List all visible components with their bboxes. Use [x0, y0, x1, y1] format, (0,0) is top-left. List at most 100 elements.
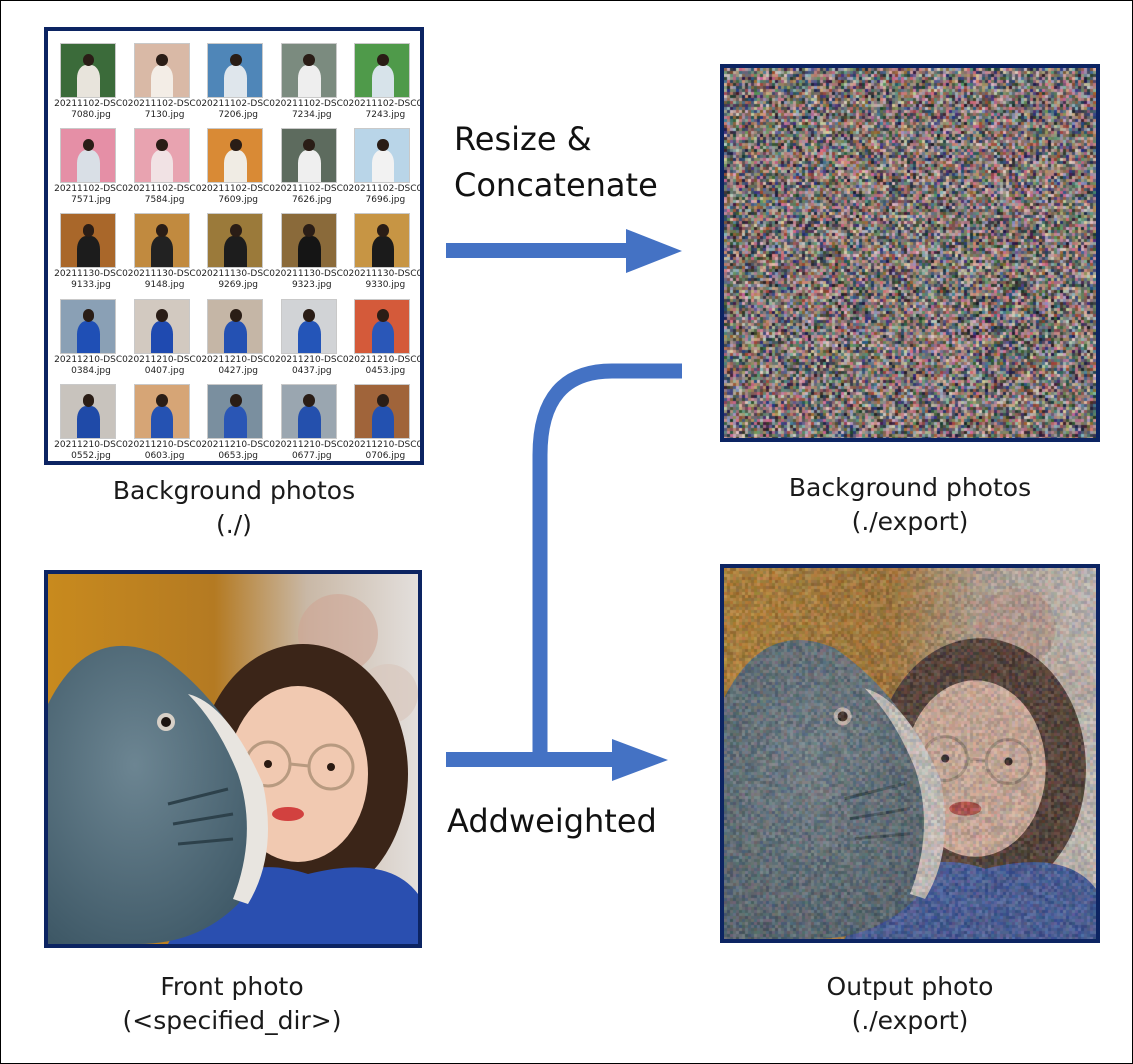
thumbnail-filename: 20211102-DSC0 7571.jpg	[54, 184, 128, 206]
filename-line-2: 0384.jpg	[71, 365, 111, 376]
filename-line-2: 9269.jpg	[218, 280, 259, 291]
filename-line-1: 20211102-DSC0	[201, 184, 276, 195]
filename-line-2: 7626.jpg	[291, 195, 332, 206]
background-photos-panel: 20211102-DSC0 7080.jpg 20211102-DSC0 7130.j…	[44, 27, 424, 465]
filename-line-1: 20211210-DSC0	[54, 354, 128, 365]
filename-line-2: 7584.jpg	[144, 195, 185, 206]
thumbnail-grid: 20211102-DSC0 7080.jpg 20211102-DSC0 7130.j…	[54, 37, 423, 461]
caption-line-2: (./export)	[851, 507, 969, 536]
thumbnail-image	[280, 43, 337, 98]
thumbnail-image	[133, 383, 190, 439]
thumbnail-image	[207, 213, 264, 269]
thumbnail-image	[207, 298, 264, 354]
thumbnail-item: 20211130-DSC0 9323.jpg	[275, 207, 349, 292]
thumbnail-filename: 20211102-DSC0 7080.jpg	[54, 99, 128, 121]
thumbnail-image	[207, 383, 264, 439]
thumbnail-image	[60, 128, 116, 184]
thumbnail-image	[60, 383, 116, 439]
thumbnail-filename: 20211210-DSC0 0453.jpg	[348, 355, 420, 377]
filename-line-2: 0427.jpg	[218, 365, 259, 376]
thumbnail-filename: 20211210-DSC0 0706.jpg	[348, 440, 420, 461]
thumbnail-image	[60, 213, 116, 269]
thumbnail-item: 20211102-DSC0 7584.jpg	[128, 122, 201, 207]
background-photos-caption: Background photos (./)	[84, 474, 384, 542]
thumbnail-item: 20211210-DSC0 0552.jpg	[54, 378, 128, 461]
thumbnail-item: 20211210-DSC0 0384.jpg	[54, 293, 128, 378]
thumbnail-filename: 20211210-DSC0 0603.jpg	[127, 439, 202, 461]
front-photo-caption: Front photo (<specified_dir>)	[82, 970, 382, 1038]
filename-line-2: 7696.jpg	[365, 195, 406, 206]
mosaic-noise	[724, 68, 1096, 438]
label-line-2: Concatenate	[454, 166, 658, 204]
thumbnail-filename: 20211102-DSC0 7130.jpg	[128, 99, 202, 121]
thumbnail-image	[133, 213, 190, 269]
thumbnail-item: 20211210-DSC0 0677.jpg	[274, 378, 349, 461]
thumbnail-item: 20211102-DSC0 7206.jpg	[201, 37, 275, 122]
thumbnail-item: 20211102-DSC0 7130.jpg	[128, 37, 202, 122]
thumbnail-item: 20211130-DSC0 9269.jpg	[201, 207, 275, 292]
filename-line-1: 20211130-DSC0	[201, 269, 276, 280]
thumbnail-filename: 20211102-DSC0 7234.jpg	[275, 99, 349, 121]
thumbnail-image	[280, 213, 337, 269]
background-export-caption: Background photos (./export)	[760, 471, 1060, 539]
filename-line-2: 7609.jpg	[218, 195, 259, 206]
thumbnail-filename: 20211130-DSC0 9330.jpg	[348, 269, 420, 291]
thumbnail-item: 20211130-DSC0 9133.jpg	[54, 207, 128, 292]
thumbnail-filename: 20211102-DSC0 7243.jpg	[348, 99, 420, 121]
thumbnail-image	[133, 43, 190, 98]
thumbnail-item: 20211102-DSC0 7080.jpg	[54, 37, 128, 122]
thumbnail-image	[133, 298, 190, 354]
resize-concatenate-label: Resize & Concatenate	[454, 116, 658, 208]
thumbnail-item: 20211102-DSC0 7571.jpg	[54, 122, 128, 207]
front-photo-panel	[44, 570, 422, 948]
thumbnail-image	[280, 128, 337, 184]
thumbnail-item: 20211210-DSC0 0603.jpg	[127, 378, 202, 461]
thumbnail-filename: 20211102-DSC0 7609.jpg	[201, 184, 275, 206]
front-photo-scene	[48, 574, 418, 944]
filename-line-1: 20211210-DSC0	[274, 439, 349, 450]
thumbnail-image	[354, 298, 411, 354]
caption-line-1: Background photos	[112, 476, 356, 505]
addweighted-label: Addweighted	[447, 802, 657, 840]
filename-line-2: 0552.jpg	[71, 450, 111, 461]
thumbnail-item: 20211210-DSC0 0437.jpg	[275, 293, 349, 378]
filename-line-1: 20211102-DSC0	[54, 99, 128, 109]
thumbnail-filename: 20211102-DSC0 7206.jpg	[201, 99, 275, 121]
filename-line-1: 20211210-DSC0	[127, 439, 202, 450]
thumbnail-item: 20211210-DSC0 0407.jpg	[127, 293, 202, 378]
filename-line-2: 0453.jpg	[365, 365, 406, 376]
thumbnail-filename: 20211210-DSC0 0677.jpg	[274, 439, 349, 461]
thumbnail-image	[354, 213, 411, 269]
filename-line-2: 7243.jpg	[365, 110, 406, 120]
thumbnail-image	[354, 128, 411, 184]
thumbnail-item: 20211130-DSC0 9148.jpg	[128, 207, 202, 292]
filename-line-2: 7234.jpg	[291, 110, 332, 120]
caption-line-2: (./export)	[851, 1006, 969, 1035]
filename-line-1: 20211210-DSC0	[274, 354, 349, 365]
thumbnail-image	[207, 43, 264, 98]
thumbnail-filename: 20211210-DSC0 0552.jpg	[54, 440, 128, 461]
filename-line-2: 0437.jpg	[291, 365, 332, 376]
filename-line-1: 20211210-DSC0	[127, 354, 202, 365]
thumbnail-filename: 20211210-DSC0 0653.jpg	[201, 440, 275, 461]
caption-line-2: (<specified_dir>)	[122, 1006, 342, 1035]
filename-line-2: 0407.jpg	[144, 365, 185, 376]
caption-line-2: (./)	[216, 510, 252, 539]
filename-line-1: 20211102-DSC0	[127, 99, 202, 109]
filename-line-1: 20211102-DSC0	[274, 184, 349, 195]
filename-line-1: 20211102-DSC0	[54, 184, 128, 195]
thumbnail-image	[280, 298, 337, 354]
thumbnail-filename: 20211210-DSC0 0384.jpg	[54, 355, 128, 377]
caption-line-1: Background photos	[788, 473, 1032, 502]
thumbnail-filename: 20211102-DSC0 7696.jpg	[348, 184, 423, 206]
thumbnail-image	[207, 128, 264, 184]
thumbnail-image	[280, 383, 337, 439]
filename-line-2: 7571.jpg	[71, 195, 111, 206]
filename-line-1: 20211102-DSC0	[348, 184, 423, 195]
thumbnail-filename: 20211130-DSC0 9148.jpg	[128, 269, 202, 291]
thumbnail-item: 20211102-DSC0 7609.jpg	[201, 122, 275, 207]
thumbnail-image	[133, 128, 190, 184]
thumbnail-image	[60, 43, 116, 98]
thumbnail-item: 20211130-DSC0 9330.jpg	[348, 207, 420, 292]
thumbnail-image	[354, 43, 411, 98]
